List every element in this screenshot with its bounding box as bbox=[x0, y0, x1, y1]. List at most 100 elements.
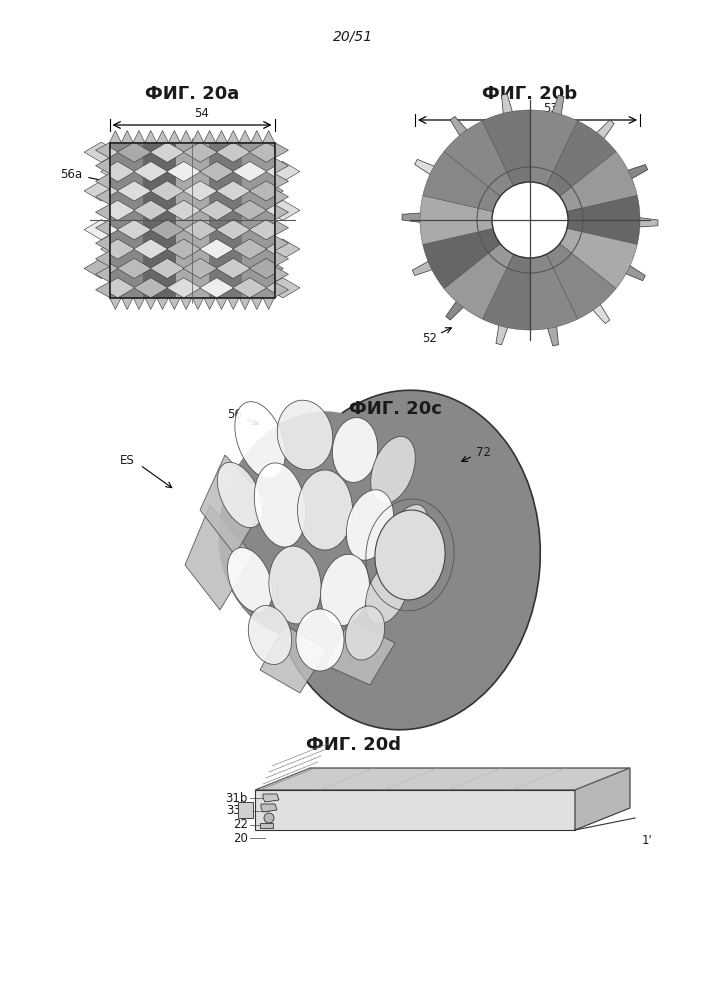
Polygon shape bbox=[200, 455, 267, 555]
Polygon shape bbox=[84, 220, 119, 240]
Polygon shape bbox=[180, 298, 192, 310]
Polygon shape bbox=[117, 259, 151, 279]
Polygon shape bbox=[482, 254, 530, 330]
Ellipse shape bbox=[333, 418, 378, 483]
Polygon shape bbox=[232, 200, 267, 221]
Polygon shape bbox=[167, 239, 201, 259]
Bar bbox=[208, 143, 241, 298]
Polygon shape bbox=[180, 131, 192, 143]
Polygon shape bbox=[251, 298, 263, 310]
Ellipse shape bbox=[345, 606, 385, 660]
Text: 72: 72 bbox=[476, 447, 491, 460]
Polygon shape bbox=[546, 121, 616, 197]
Polygon shape bbox=[402, 208, 494, 232]
Polygon shape bbox=[227, 131, 239, 143]
Ellipse shape bbox=[217, 463, 263, 527]
Text: 33b: 33b bbox=[226, 804, 248, 817]
Ellipse shape bbox=[321, 554, 369, 625]
Ellipse shape bbox=[277, 401, 333, 470]
Polygon shape bbox=[117, 220, 151, 240]
Polygon shape bbox=[232, 162, 267, 182]
Ellipse shape bbox=[227, 547, 273, 612]
Polygon shape bbox=[200, 162, 234, 182]
Polygon shape bbox=[420, 196, 493, 245]
Polygon shape bbox=[121, 131, 133, 143]
Polygon shape bbox=[95, 189, 109, 205]
Polygon shape bbox=[95, 174, 109, 189]
Polygon shape bbox=[275, 189, 289, 205]
Polygon shape bbox=[265, 162, 300, 182]
Text: 20: 20 bbox=[233, 831, 248, 844]
Polygon shape bbox=[84, 259, 119, 279]
Text: ES: ES bbox=[120, 454, 135, 467]
Polygon shape bbox=[265, 278, 300, 298]
Polygon shape bbox=[150, 181, 184, 201]
Polygon shape bbox=[261, 804, 277, 812]
Text: 53: 53 bbox=[543, 102, 557, 115]
Polygon shape bbox=[95, 267, 109, 282]
Polygon shape bbox=[216, 181, 251, 201]
Ellipse shape bbox=[296, 609, 344, 671]
Polygon shape bbox=[95, 158, 109, 174]
Polygon shape bbox=[239, 131, 251, 143]
Polygon shape bbox=[255, 768, 630, 790]
Polygon shape bbox=[95, 220, 109, 236]
Polygon shape bbox=[215, 298, 227, 310]
Polygon shape bbox=[560, 152, 638, 212]
Ellipse shape bbox=[249, 605, 292, 664]
Ellipse shape bbox=[366, 562, 408, 624]
Polygon shape bbox=[145, 131, 157, 143]
Polygon shape bbox=[530, 110, 578, 186]
Polygon shape bbox=[133, 162, 168, 182]
Polygon shape bbox=[109, 298, 121, 310]
Polygon shape bbox=[501, 94, 534, 188]
Bar bbox=[109, 143, 275, 298]
Polygon shape bbox=[423, 229, 501, 289]
Polygon shape bbox=[133, 239, 168, 259]
Polygon shape bbox=[157, 131, 169, 143]
Polygon shape bbox=[183, 181, 217, 201]
Polygon shape bbox=[232, 278, 267, 298]
Text: ФИГ. 20a: ФИГ. 20a bbox=[145, 85, 239, 103]
Bar bbox=[241, 143, 275, 298]
Polygon shape bbox=[527, 253, 558, 346]
Ellipse shape bbox=[371, 437, 415, 503]
Polygon shape bbox=[133, 298, 145, 310]
Polygon shape bbox=[100, 200, 135, 221]
Polygon shape bbox=[100, 239, 135, 259]
Polygon shape bbox=[145, 298, 157, 310]
Polygon shape bbox=[558, 165, 647, 215]
Text: 1': 1' bbox=[642, 833, 653, 846]
Polygon shape bbox=[84, 142, 119, 162]
Polygon shape bbox=[450, 117, 517, 199]
Polygon shape bbox=[444, 121, 513, 197]
Polygon shape bbox=[95, 282, 109, 298]
Polygon shape bbox=[133, 200, 168, 221]
Polygon shape bbox=[423, 152, 501, 212]
Ellipse shape bbox=[254, 463, 306, 547]
Text: ФИГ. 20b: ФИГ. 20b bbox=[482, 85, 578, 103]
Polygon shape bbox=[192, 298, 204, 310]
Polygon shape bbox=[150, 259, 184, 279]
Polygon shape bbox=[204, 131, 215, 143]
Circle shape bbox=[492, 182, 568, 258]
Polygon shape bbox=[275, 220, 289, 236]
Ellipse shape bbox=[269, 546, 321, 624]
Polygon shape bbox=[121, 298, 133, 310]
Polygon shape bbox=[216, 220, 251, 240]
Polygon shape bbox=[167, 278, 201, 298]
Text: 31b: 31b bbox=[226, 791, 248, 804]
Text: 56: 56 bbox=[227, 409, 242, 422]
Polygon shape bbox=[232, 239, 267, 259]
Polygon shape bbox=[200, 239, 234, 259]
Polygon shape bbox=[560, 229, 638, 289]
Polygon shape bbox=[249, 142, 283, 162]
Polygon shape bbox=[183, 142, 217, 162]
Polygon shape bbox=[100, 162, 135, 182]
Polygon shape bbox=[216, 142, 251, 162]
Ellipse shape bbox=[235, 402, 285, 479]
Bar bbox=[143, 143, 176, 298]
Text: 52: 52 bbox=[422, 332, 437, 345]
Polygon shape bbox=[95, 143, 109, 158]
Polygon shape bbox=[265, 200, 300, 221]
